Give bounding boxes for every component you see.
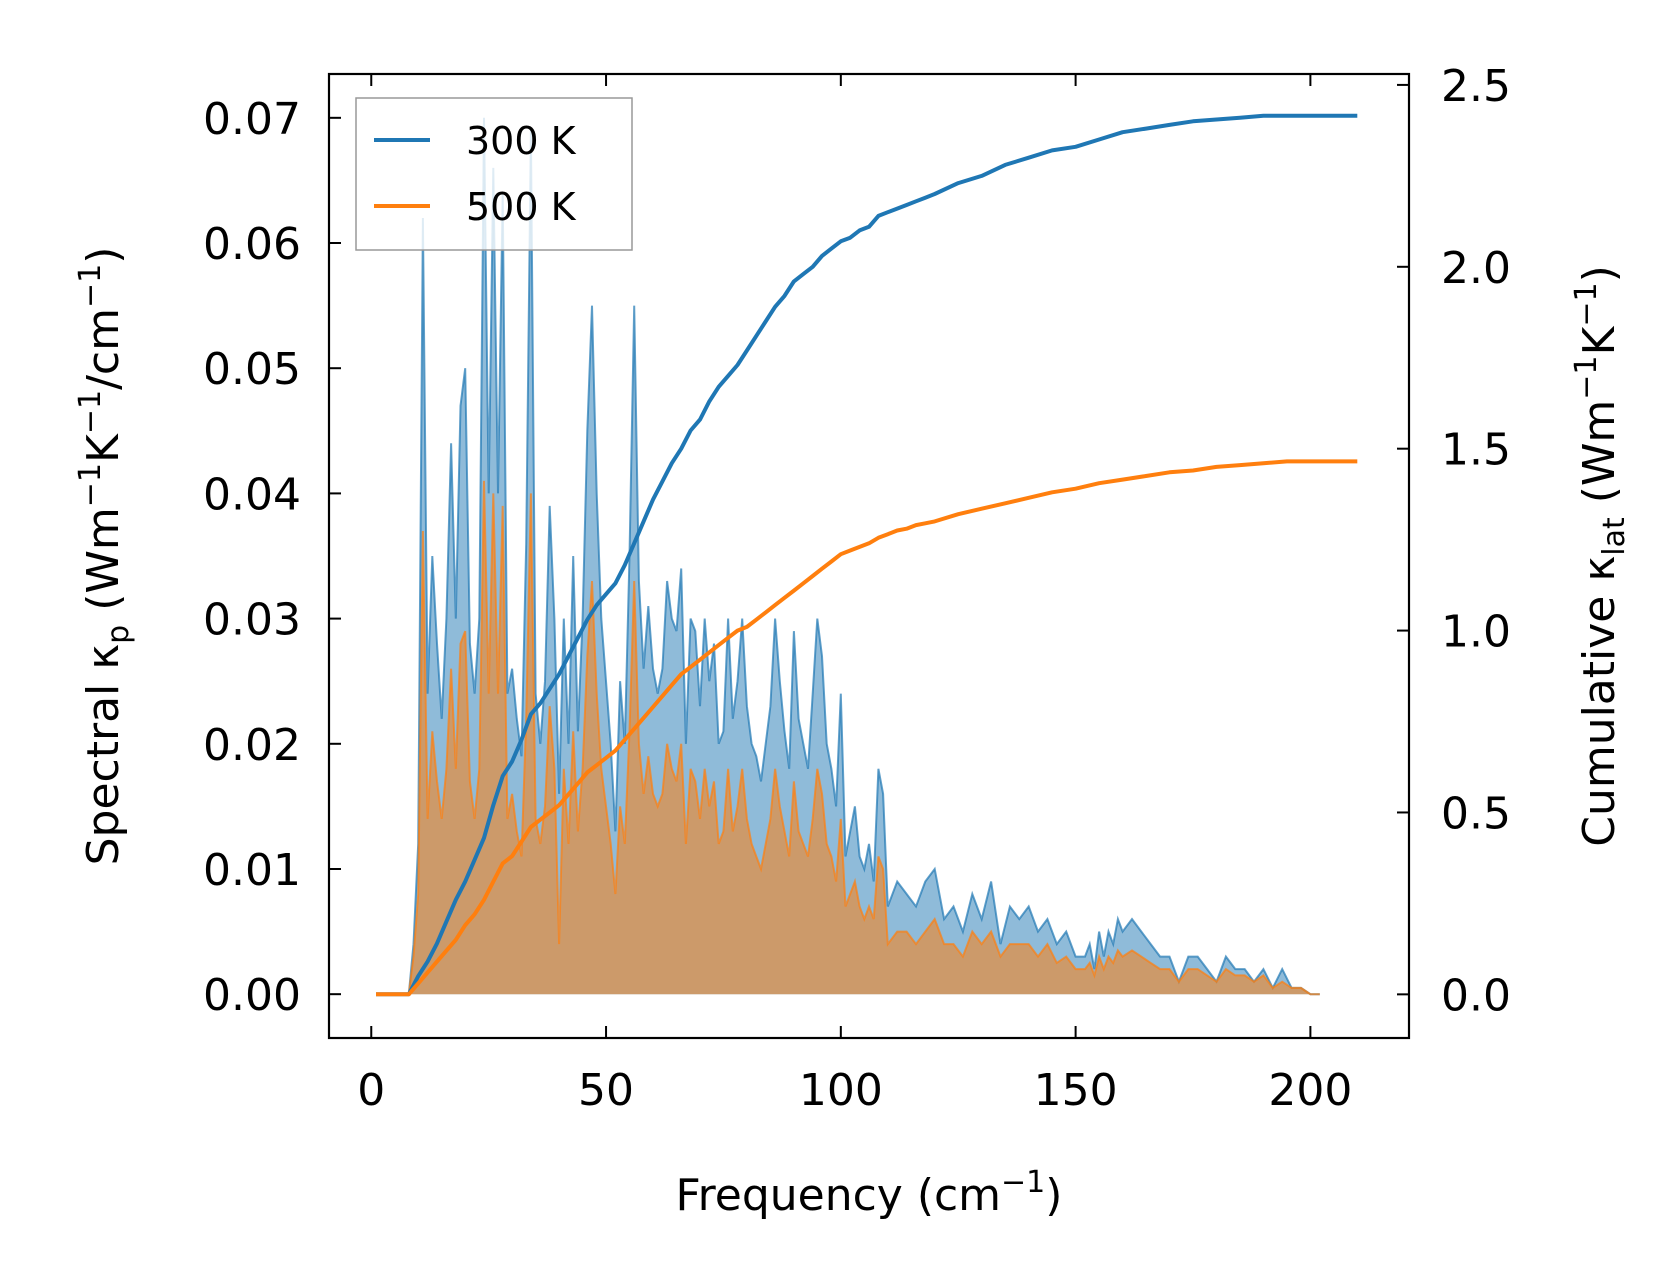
spectral-edge-500k <box>376 480 1320 996</box>
x-tick-label: 150 <box>1034 1065 1118 1116</box>
y-left-tick-label: 0.07 <box>203 94 301 145</box>
series-lines <box>376 113 1358 997</box>
cumulative-line-300k <box>376 113 1358 997</box>
legend-label-500k: 500 K <box>466 185 577 229</box>
y-right-tick-label: 2.0 <box>1441 243 1511 294</box>
cumulative-line-500k <box>376 459 1358 997</box>
spectral-edge-300k <box>376 117 1320 996</box>
y-left-tick-label: 0.04 <box>203 469 301 520</box>
x-axis-label: Frequency (cm−1) <box>676 1165 1063 1221</box>
y-left-tick-label: 0.00 <box>203 970 301 1021</box>
y-right-tick-label: 1.5 <box>1441 425 1511 476</box>
y-axis-right-label: Cumulative κlat (Wm−1K−1) <box>1569 265 1632 847</box>
y-left-tick-label: 0.05 <box>203 344 301 395</box>
x-tick-label: 200 <box>1268 1065 1352 1116</box>
y-right-tick-label: 0.0 <box>1441 970 1511 1021</box>
axis-ticks: 0 50 100 150 200 0.00 0.01 0.02 0.03 0.04 0.05 0.06… <box>203 61 1511 1116</box>
y-left-tick-label: 0.06 <box>203 219 301 270</box>
y-right-tick-label: 0.5 <box>1441 788 1511 839</box>
y-right-tick-label: 1.0 <box>1441 607 1511 658</box>
y-left-tick-label: 0.02 <box>203 720 301 771</box>
legend-label-300k: 300 K <box>466 119 577 163</box>
legend: 300 K 500 K <box>355 97 633 251</box>
spectral-fills <box>376 117 1320 996</box>
x-tick-label: 0 <box>357 1065 385 1116</box>
plot-frame <box>327 72 1411 1040</box>
y-right-tick-label: 2.5 <box>1441 61 1511 112</box>
legend-box <box>355 97 633 251</box>
y-axis-left-label: Spectral κp (Wm−1K−1/cm−1) <box>73 247 136 866</box>
y-left-tick-label: 0.01 <box>203 845 301 896</box>
x-tick-label: 100 <box>799 1065 883 1116</box>
y-left-tick-label: 0.03 <box>203 595 301 646</box>
x-tick-label: 50 <box>578 1065 634 1116</box>
